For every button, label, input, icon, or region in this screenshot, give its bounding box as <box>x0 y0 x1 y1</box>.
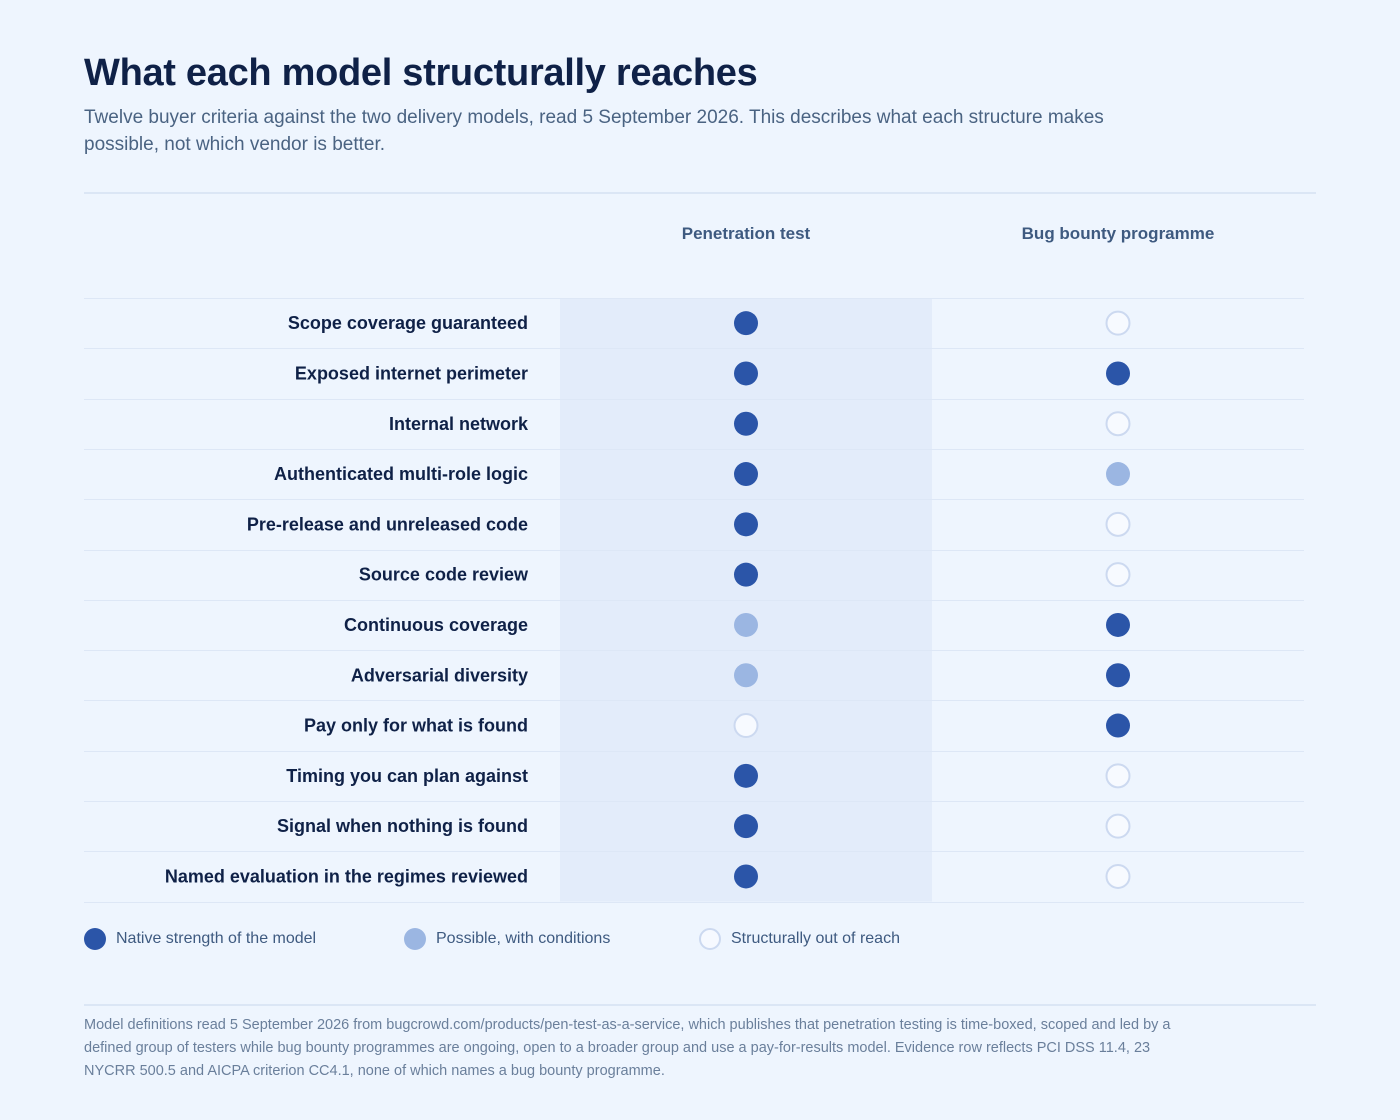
rating-dot-full <box>734 512 758 537</box>
rating-dot-none <box>1105 310 1131 336</box>
row-label: Pay only for what is found <box>304 716 528 736</box>
chart-subtitle: Twelve buyer criteria against the two de… <box>84 107 1104 155</box>
legend-label-none: Structurally out of reach <box>731 930 900 947</box>
rating-dot-none <box>1105 863 1131 889</box>
row-label: Named evaluation in the regimes reviewed <box>165 866 528 886</box>
legend-label-partial: Possible, with conditions <box>436 930 611 947</box>
rating-dot-none <box>1105 511 1131 537</box>
bottom-divider <box>84 1004 1316 1006</box>
row-label: Timing you can plan against <box>286 766 528 786</box>
column-header-bug-bounty: Bug bounty programme <box>1021 224 1215 243</box>
rating-dot-full <box>734 562 758 587</box>
rating-dot-none <box>1105 562 1131 588</box>
rating-dot-full <box>734 814 758 839</box>
rating-dot-none <box>1105 411 1131 437</box>
column-header-penetration-test: Penetration test <box>681 224 811 243</box>
footnote: Model definitions read 5 September 2026 … <box>84 1017 1171 1079</box>
rating-dot-full <box>1106 713 1130 738</box>
row-label: Adversarial diversity <box>351 665 528 685</box>
row-label: Pre-release and unreleased code <box>247 514 528 534</box>
rating-dot-partial <box>734 612 758 637</box>
rating-dot-none <box>1105 813 1131 839</box>
rating-dot-none <box>733 713 759 739</box>
rating-dot-none <box>1105 763 1131 789</box>
legend-item-full: Native strength of the model <box>84 926 316 952</box>
chart-title: What each model structurally reaches <box>84 52 758 94</box>
rating-dot-partial <box>734 663 758 688</box>
rating-dot-full <box>734 311 758 336</box>
legend-swatch-partial <box>404 928 426 950</box>
row-label: Continuous coverage <box>344 615 528 635</box>
rating-dot-full <box>734 763 758 788</box>
row-label: Internal network <box>389 414 529 434</box>
rating-dot-full <box>734 864 758 889</box>
row-label: Exposed internet perimeter <box>295 363 528 383</box>
top-divider <box>84 192 1316 194</box>
rating-dot-full <box>734 411 758 436</box>
rating-dot-full <box>1106 612 1130 637</box>
rating-dot-full <box>734 462 758 487</box>
row-label: Scope coverage guaranteed <box>288 313 528 333</box>
legend-item-none: Structurally out of reach <box>699 926 900 952</box>
rating-dot-full <box>1106 361 1130 386</box>
highlight-column-band <box>560 298 932 902</box>
legend-swatch-none <box>699 928 721 950</box>
legend-swatch-full <box>84 928 106 950</box>
rating-dot-full <box>1106 663 1130 688</box>
rating-dot-full <box>734 361 758 386</box>
legend-item-partial: Possible, with conditions <box>404 926 610 952</box>
legend-label-full: Native strength of the model <box>116 930 317 947</box>
row-label: Signal when nothing is found <box>277 816 528 836</box>
row-label: Authenticated multi-role logic <box>274 464 528 484</box>
rating-dot-partial <box>1106 462 1130 487</box>
row-label: Source code review <box>359 565 529 585</box>
